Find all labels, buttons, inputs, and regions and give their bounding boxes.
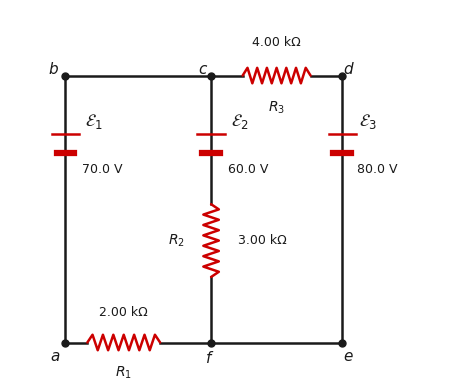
Text: f: f: [206, 350, 211, 366]
Text: $R_1$: $R_1$: [115, 364, 132, 381]
Text: $R_2$: $R_2$: [167, 232, 184, 249]
Text: d: d: [343, 62, 353, 77]
Text: $\mathcal{E}_3$: $\mathcal{E}_3$: [359, 112, 377, 131]
Text: 2.00 kΩ: 2.00 kΩ: [100, 306, 148, 319]
Text: $\mathcal{E}_1$: $\mathcal{E}_1$: [85, 112, 103, 131]
Text: a: a: [50, 349, 59, 364]
Text: b: b: [48, 62, 58, 77]
Text: 4.00 kΩ: 4.00 kΩ: [252, 36, 301, 49]
Text: 80.0 V: 80.0 V: [357, 163, 397, 176]
Text: e: e: [343, 349, 353, 364]
Text: 3.00 kΩ: 3.00 kΩ: [238, 234, 287, 247]
Text: 70.0 V: 70.0 V: [83, 163, 123, 176]
Text: $R_3$: $R_3$: [268, 100, 285, 116]
Text: $\mathcal{E}_2$: $\mathcal{E}_2$: [230, 112, 248, 131]
Text: 60.0 V: 60.0 V: [228, 163, 268, 176]
Text: c: c: [198, 62, 207, 77]
